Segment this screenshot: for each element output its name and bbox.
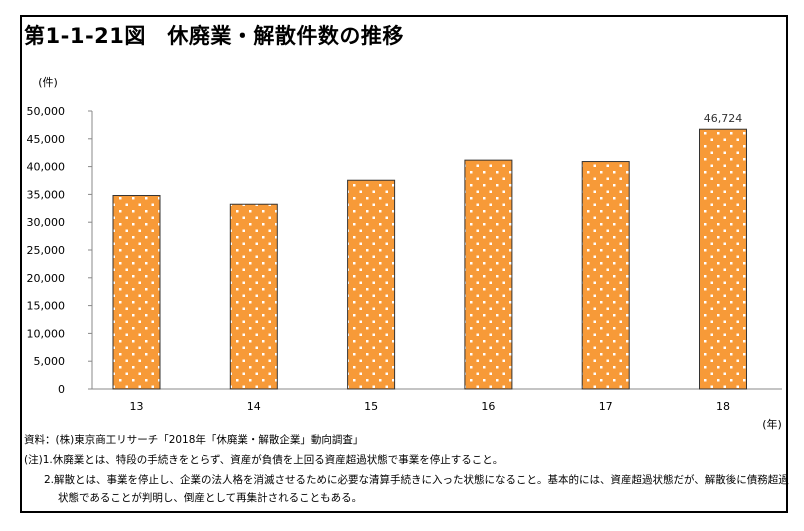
x-axis-label: (年): [762, 417, 782, 431]
y-tick-label: 5,000: [34, 355, 66, 368]
x-tick-label: 15: [364, 400, 378, 413]
y-tick-label: 0: [58, 383, 65, 396]
bar-18: [699, 128, 747, 390]
x-tick-label: 16: [481, 400, 495, 413]
bar-17: [581, 161, 630, 390]
data-label: 46,724: [704, 112, 743, 125]
x-tick-label: 13: [130, 400, 144, 413]
y-tick-label: 10,000: [27, 327, 66, 340]
x-tick-label: 17: [599, 400, 613, 413]
bar-13: [112, 195, 161, 390]
y-tick-label: 45,000: [27, 133, 66, 146]
bar-15: [347, 179, 396, 390]
y-axis-label: (件): [38, 76, 58, 89]
bar-14: [229, 203, 278, 390]
y-tick-label: 35,000: [27, 188, 66, 201]
note-2: 2.解散とは、事業を停止し、企業の法人格を消滅させるために必要な清算手続きに入っ…: [44, 474, 789, 486]
bar-16: [464, 159, 513, 390]
chart-title: 第1-1-21図 休廃業・解散件数の推移: [24, 24, 404, 48]
x-tick-label: 18: [716, 400, 730, 413]
y-tick-label: 40,000: [27, 161, 66, 174]
x-tick-label: 14: [247, 400, 261, 413]
y-tick-label: 50,000: [27, 105, 66, 118]
note-2-continued: 状態であることが判明し、倒産として再集計されることもある。: [58, 492, 363, 504]
note-1: (注)1.休廃業とは、特段の手続きをとらず、資産が負債を上回る資産超過状態で事業…: [24, 454, 504, 466]
source-note: 資料：(株)東京商工リサーチ「2018年「休廃業・解散企業」動向調査」: [24, 434, 364, 446]
figure-frame: [20, 15, 788, 513]
y-tick-label: 30,000: [27, 216, 66, 229]
y-tick-label: 15,000: [27, 300, 66, 313]
y-tick-label: 20,000: [27, 272, 66, 285]
y-tick-label: 25,000: [27, 244, 66, 257]
